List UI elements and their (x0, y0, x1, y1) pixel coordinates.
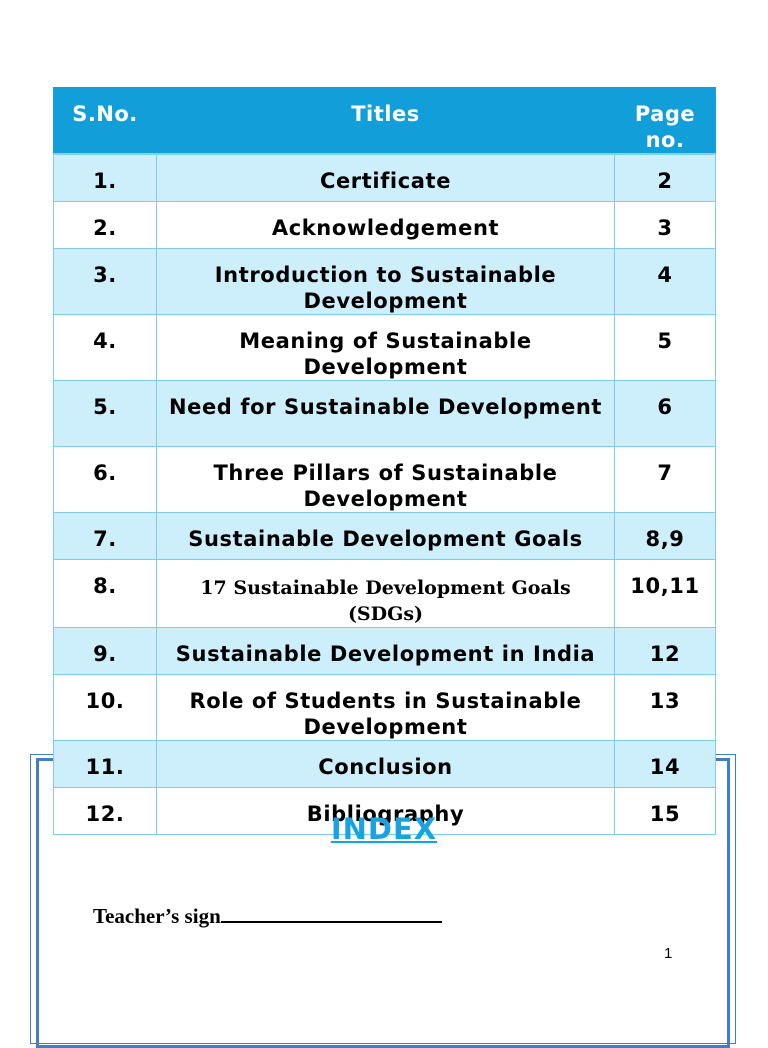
row-sno: 9. (53, 626, 157, 675)
row-page: 4 (614, 247, 716, 315)
table-row: 2. Acknowledgement 3 (53, 200, 716, 249)
index-table-body: 1. Certificate 2 2. Acknowledgement 3 3.… (53, 153, 716, 835)
table-row: 3. Introduction to Sustainable Developme… (53, 247, 716, 315)
row-sno: 10. (53, 673, 157, 741)
row-page: 14 (614, 739, 716, 788)
header-page-no: Page no. (614, 87, 716, 155)
table-row: 4. Meaning of Sustainable Development 5 (53, 313, 716, 381)
row-title: Need for Sustainable Development (156, 379, 615, 447)
row-title: Certificate (156, 153, 615, 202)
row-title: Bibliography (156, 786, 615, 835)
row-sno: 11. (53, 739, 157, 788)
row-page: 2 (614, 153, 716, 202)
page-number: 1 (664, 945, 673, 962)
row-page: 6 (614, 379, 716, 447)
table-row: 11. Conclusion 14 (53, 739, 716, 788)
row-sno: 5. (53, 379, 157, 447)
header-row: S.No. Titles Page no. (53, 87, 716, 155)
index-heading: INDEX (330, 812, 438, 846)
table-row: 1. Certificate 2 (53, 153, 716, 202)
row-title: Introduction to Sustainable Development (156, 247, 615, 315)
row-title: 17 Sustainable Development Goals (SDGs) (156, 558, 615, 628)
row-sno: 1. (53, 153, 157, 202)
row-title: Conclusion (156, 739, 615, 788)
header-titles: Titles (156, 87, 615, 155)
teacher-sign: Teacher’s sign (93, 903, 442, 929)
row-sno: 3. (53, 247, 157, 315)
index-table: S.No. Titles Page no. 1. Certificate 2 2… (53, 87, 716, 835)
row-sno: 4. (53, 313, 157, 381)
table-row: 5. Need for Sustainable Development 6 (53, 379, 716, 447)
row-title: Three Pillars of Sustainable Development (156, 445, 615, 513)
table-row: 9. Sustainable Development in India 12 (53, 626, 716, 675)
row-page: 5 (614, 313, 716, 381)
row-title: Meaning of Sustainable Development (156, 313, 615, 381)
row-title: Acknowledgement (156, 200, 615, 249)
table-row: 7. Sustainable Development Goals 8,9 (53, 511, 716, 560)
row-page: 15 (614, 786, 716, 835)
row-sno: 7. (53, 511, 157, 560)
table-row: 10. Role of Students in Sustainable Deve… (53, 673, 716, 741)
row-sno: 8. (53, 558, 157, 628)
table-row: 12. Bibliography 15 (53, 786, 716, 835)
row-page: 3 (614, 200, 716, 249)
teacher-sign-label: Teacher’s sign (93, 904, 221, 928)
row-page: 8,9 (614, 511, 716, 560)
index-table-header: S.No. Titles Page no. (53, 87, 716, 155)
row-page: 12 (614, 626, 716, 675)
row-sno: 12. (53, 786, 157, 835)
table-row: 6. Three Pillars of Sustainable Developm… (53, 445, 716, 513)
table-row: 8. 17 Sustainable Development Goals (SDG… (53, 558, 716, 628)
row-page: 7 (614, 445, 716, 513)
row-sno: 6. (53, 445, 157, 513)
row-sno: 2. (53, 200, 157, 249)
header-sno: S.No. (53, 87, 157, 155)
signature-line (220, 903, 442, 923)
row-title: Role of Students in Sustainable Developm… (156, 673, 615, 741)
row-page: 10,11 (614, 558, 716, 628)
row-title: Sustainable Development in India (156, 626, 615, 675)
row-title: Sustainable Development Goals (156, 511, 615, 560)
row-page: 13 (614, 673, 716, 741)
